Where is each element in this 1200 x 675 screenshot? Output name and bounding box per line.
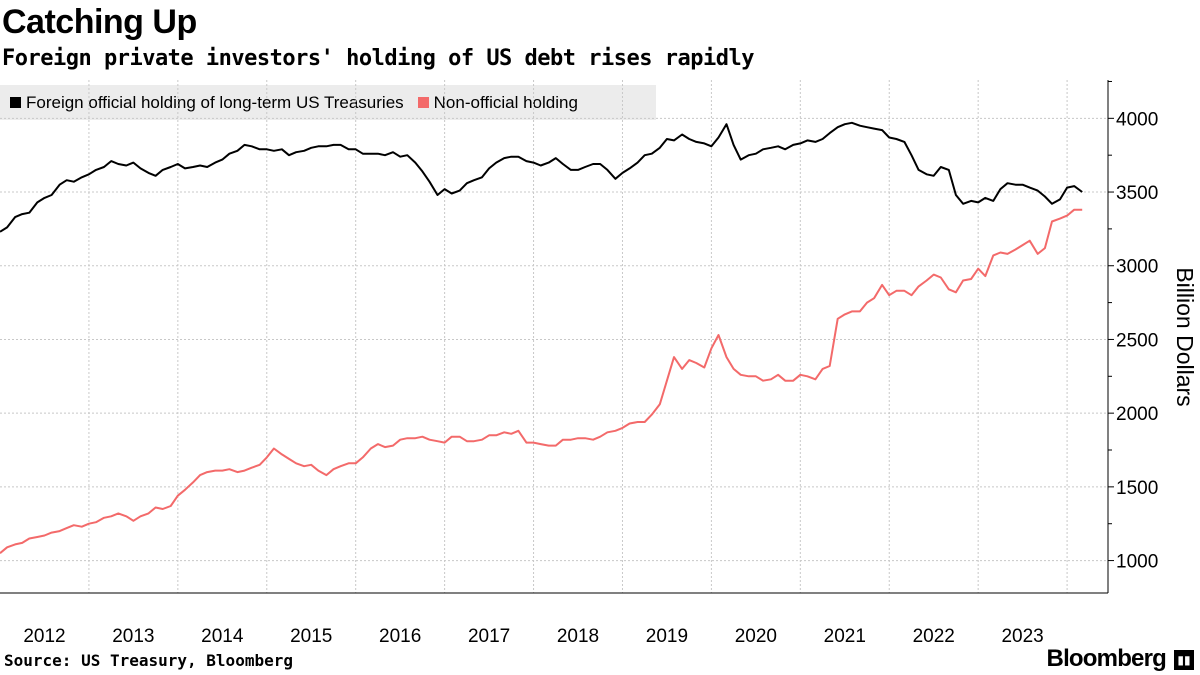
legend-label-official: Foreign official holding of long-term US… bbox=[26, 92, 404, 112]
bloomberg-terminal-icon: ▮▮ bbox=[1174, 650, 1194, 670]
x-tick-label-2015: 2015 bbox=[290, 626, 332, 647]
y-tick-label-1000: 1000 bbox=[1116, 552, 1158, 573]
y-tick-label-2500: 2500 bbox=[1116, 330, 1158, 351]
legend-item-non-official[interactable]: Non-official holding bbox=[417, 92, 578, 113]
legend-label-non-official: Non-official holding bbox=[433, 92, 578, 112]
x-tick-label-2013: 2013 bbox=[112, 626, 154, 647]
legend-swatch-non-official bbox=[417, 97, 429, 108]
brand-logo: Bloomberg bbox=[1046, 645, 1167, 672]
x-tick-label-2012: 2012 bbox=[23, 626, 65, 647]
x-tick-label-2019: 2019 bbox=[646, 626, 688, 647]
y-tick-label-2000: 2000 bbox=[1116, 404, 1158, 425]
x-tick-label-2014: 2014 bbox=[201, 626, 244, 647]
legend-swatch-official bbox=[10, 97, 21, 108]
y-tick-label-3500: 3500 bbox=[1116, 183, 1158, 204]
x-tick-label-2021: 2021 bbox=[824, 626, 866, 647]
series-line-official bbox=[0, 121, 1083, 233]
y-axis-title: Billion Dollars bbox=[1172, 267, 1198, 406]
x-tick-label-2018: 2018 bbox=[557, 626, 599, 647]
chart-title: Catching Up bbox=[2, 3, 197, 41]
x-tick-label-2017: 2017 bbox=[468, 626, 510, 647]
x-tick-label-2023: 2023 bbox=[1001, 626, 1043, 647]
y-tick-label-1500: 1500 bbox=[1116, 478, 1158, 499]
y-tick-label-4000: 4000 bbox=[1116, 109, 1158, 130]
x-tick-label-2016: 2016 bbox=[379, 626, 421, 647]
series-line-non-official bbox=[0, 208, 1083, 554]
x-tick-label-2020: 2020 bbox=[735, 626, 777, 647]
x-tick-label-2022: 2022 bbox=[913, 626, 955, 647]
chart-subtitle: Foreign private investors' holding of US… bbox=[2, 46, 754, 71]
y-tick-label-3000: 3000 bbox=[1116, 257, 1158, 278]
legend-item-official[interactable]: Foreign official holding of long-term US… bbox=[10, 93, 404, 113]
source-note: Source: US Treasury, Bloomberg bbox=[4, 651, 293, 670]
chart-legend: Foreign official holding of long-term US… bbox=[0, 85, 656, 120]
